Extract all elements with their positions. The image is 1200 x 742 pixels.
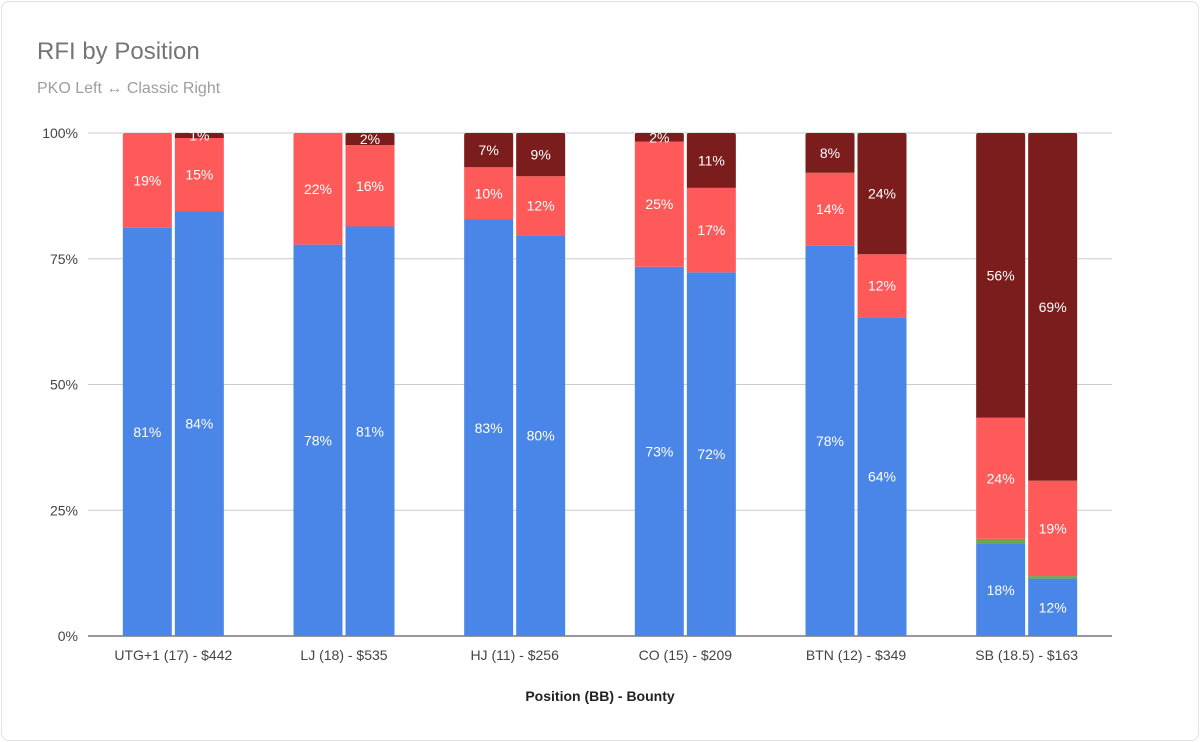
bar-segment	[805, 172, 855, 246]
data-label: 19%	[1039, 520, 1067, 536]
data-label: 16%	[356, 178, 384, 194]
bar-segment	[345, 226, 395, 637]
bar-segment	[1028, 578, 1078, 636]
bar-segment	[976, 538, 1026, 544]
y-tick-label: 50%	[50, 377, 78, 393]
x-tick-label: BTN (12) - $349	[806, 647, 907, 663]
data-label: 11%	[698, 152, 725, 168]
chart-title: RFI by Position	[37, 38, 200, 65]
x-tick-label: LJ (18) - $535	[300, 647, 387, 663]
data-label: 19%	[133, 172, 161, 188]
bar-segment	[516, 133, 566, 177]
bar-segment	[805, 245, 855, 636]
data-label: 2%	[649, 129, 669, 145]
bar-segment	[464, 167, 514, 220]
bar-segment	[686, 272, 736, 636]
bar-segment	[1028, 576, 1078, 579]
bar-segment	[516, 235, 566, 636]
data-label: 81%	[356, 423, 384, 439]
data-label: 64%	[868, 469, 896, 485]
y-tick-label: 75%	[50, 251, 78, 267]
data-label: 1%	[189, 128, 209, 144]
data-label: 18%	[987, 582, 1015, 598]
bar-segment	[174, 138, 224, 212]
data-label: 84%	[185, 416, 213, 432]
data-label: 78%	[304, 432, 332, 448]
data-label: 81%	[133, 424, 161, 440]
bar-segment	[293, 244, 343, 636]
bar-segment	[464, 133, 514, 168]
bar-segment	[1028, 133, 1078, 481]
bar-segment	[857, 317, 907, 636]
bar-segment	[1028, 480, 1078, 577]
bar-segment	[976, 543, 1026, 636]
bar-segment	[122, 133, 172, 228]
data-label: 78%	[816, 433, 844, 449]
bar-segment	[857, 254, 907, 318]
data-label: 80%	[527, 428, 555, 444]
y-tick-label: 100%	[42, 125, 78, 141]
bar-segment	[857, 133, 907, 255]
data-label: 73%	[645, 443, 673, 459]
bar-segment	[634, 133, 684, 142]
data-label: 22%	[304, 181, 332, 197]
bar-segment	[345, 133, 395, 146]
bar-segment	[174, 133, 224, 139]
bar-segment	[464, 219, 514, 637]
data-label: 14%	[816, 201, 844, 217]
bar-segment	[686, 187, 736, 273]
bar-segment	[345, 145, 395, 227]
bar-segment	[174, 211, 224, 636]
data-label: 9%	[531, 147, 551, 163]
bar-segment	[634, 266, 684, 636]
bar-segment	[805, 133, 855, 173]
bars-group	[122, 133, 1078, 637]
y-axis-ticks: 0% 25% 50% 75% 100%	[42, 125, 78, 644]
x-tick-label: UTG+1 (17) - $442	[114, 647, 232, 663]
y-tick-label: 0%	[58, 628, 78, 644]
bar-segment	[634, 141, 684, 267]
x-tick-label: SB (18.5) - $163	[975, 647, 1078, 663]
data-label: 10%	[475, 185, 503, 201]
bar-segment	[293, 133, 343, 245]
x-axis-ticks: UTG+1 (17) - $442 LJ (18) - $535 HJ (11) -…	[114, 647, 1078, 663]
bar-segment	[122, 227, 172, 636]
data-label: 56%	[987, 267, 1015, 283]
data-labels-group: 81% 19% 84% 15% 1% 78% 22% 81% 16% 2% 83% 10% 7% 80% 1…	[133, 128, 1066, 616]
gridlines	[88, 132, 1112, 637]
y-tick-label: 25%	[50, 502, 78, 518]
data-label: 15%	[185, 167, 213, 183]
chart-subtitle: PKO Left ↔ Classic Right	[37, 80, 221, 97]
x-tick-label: CO (15) - $209	[639, 647, 733, 663]
bar-segment	[976, 133, 1026, 418]
bar-segment	[686, 133, 736, 188]
data-label: 25%	[645, 196, 673, 212]
data-label: 8%	[820, 145, 840, 161]
data-label: 24%	[987, 470, 1015, 486]
bar-segment	[516, 176, 566, 236]
data-label: 12%	[1039, 599, 1067, 615]
x-axis-title: Position (BB) - Bounty	[525, 688, 675, 704]
x-tick-label: HJ (11) - $256	[470, 647, 559, 663]
data-label: 12%	[527, 198, 555, 214]
data-label: 12%	[868, 278, 896, 294]
data-label: 24%	[868, 186, 896, 202]
data-label: 83%	[475, 420, 503, 436]
data-label: 72%	[697, 446, 725, 462]
data-label: 17%	[697, 222, 725, 238]
data-label: 69%	[1039, 299, 1067, 315]
data-label: 2%	[360, 131, 380, 147]
data-label: 7%	[479, 142, 499, 158]
bar-segment	[976, 417, 1026, 539]
